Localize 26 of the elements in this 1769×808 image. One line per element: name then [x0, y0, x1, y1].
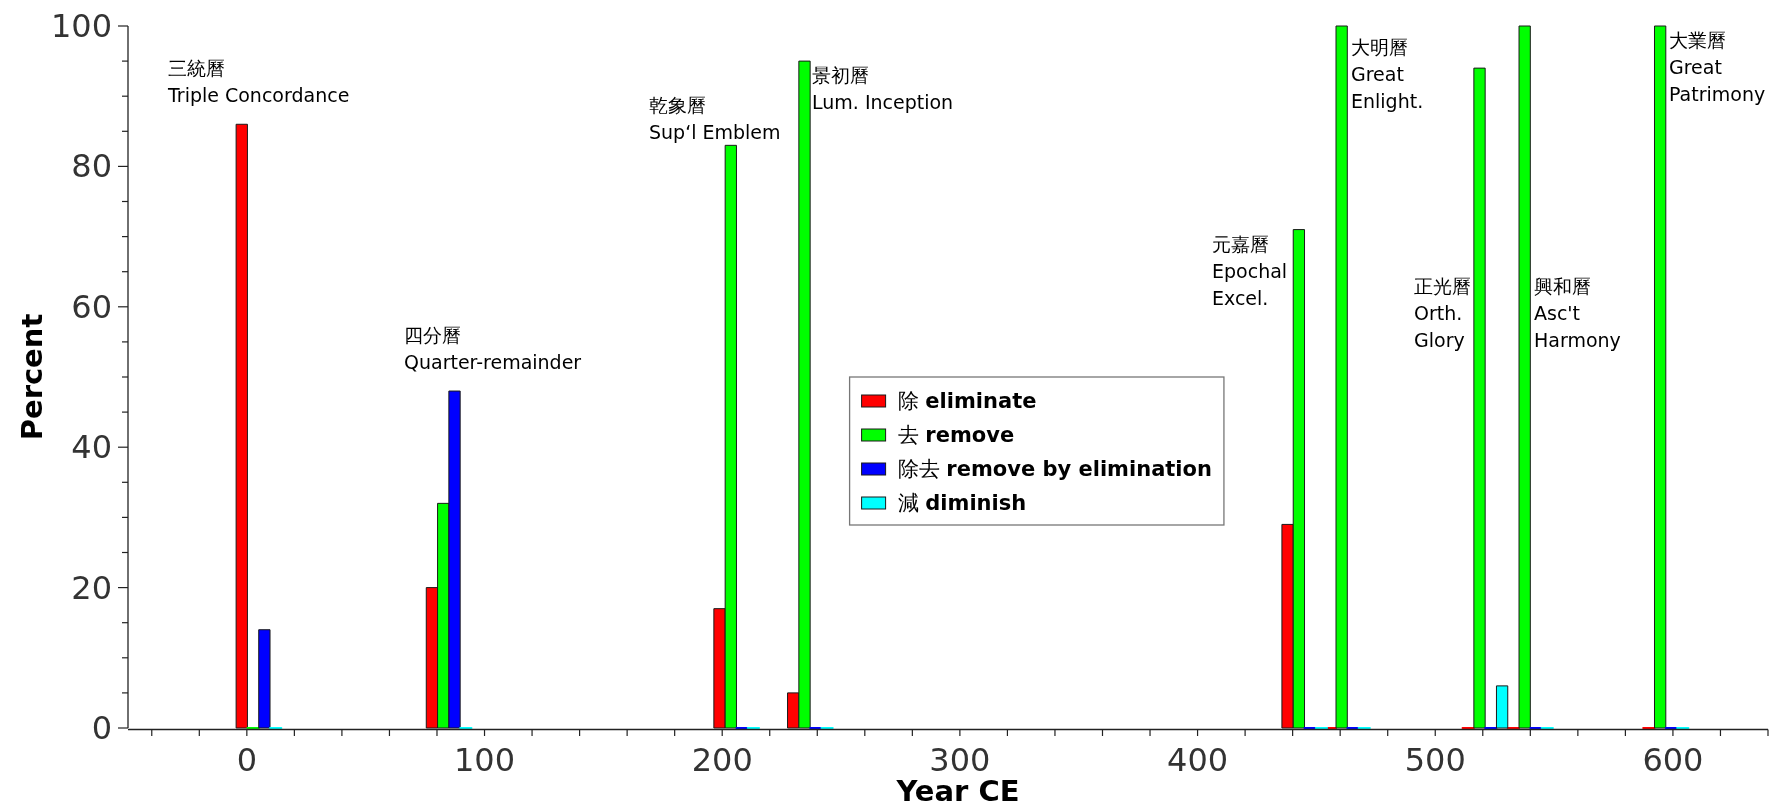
annotation: 元嘉曆 Epochal Excel.: [1212, 232, 1288, 309]
y-tick-label: 80: [71, 147, 112, 186]
x-tick-label: 100: [453, 741, 516, 779]
annotation: 四分曆 Quarter-remainder: [404, 323, 582, 373]
annotation: 大明曆 Great Enlight.: [1351, 35, 1424, 112]
legend-label: 去 remove: [897, 423, 1015, 447]
x-tick-label: 500: [1404, 741, 1466, 779]
x-tick-label: 0: [236, 741, 258, 779]
x-tick-label: 200: [691, 741, 753, 779]
legend-label: 除去 remove by elimination: [897, 457, 1212, 481]
annotation: 興和曆 Asc't Harmony: [1534, 274, 1621, 351]
y-tick-label: 100: [50, 7, 112, 45]
legend-label: 減 diminish: [897, 491, 1027, 515]
annotation: 景初曆 Lum. Inception: [812, 63, 954, 113]
annotation: 大業曆 Great Patrimony: [1669, 28, 1766, 105]
y-tick-label: 20: [71, 568, 112, 607]
legend-label: 除 eliminate: [897, 389, 1037, 413]
y-axis-title: Percent: [15, 313, 49, 441]
y-tick-label: 40: [71, 428, 112, 467]
y-tick-label: 60: [71, 287, 112, 326]
x-tick-label: 400: [1167, 741, 1229, 779]
annotation: 三統曆 Triple Concordance: [168, 56, 350, 106]
x-tick-label: 600: [1642, 741, 1704, 779]
y-tick-label: 0: [91, 709, 112, 747]
annotation: 正光曆 Orth. Glory: [1414, 274, 1471, 351]
annotation: 乾象曆 Sup‘l Emblem: [649, 93, 781, 143]
